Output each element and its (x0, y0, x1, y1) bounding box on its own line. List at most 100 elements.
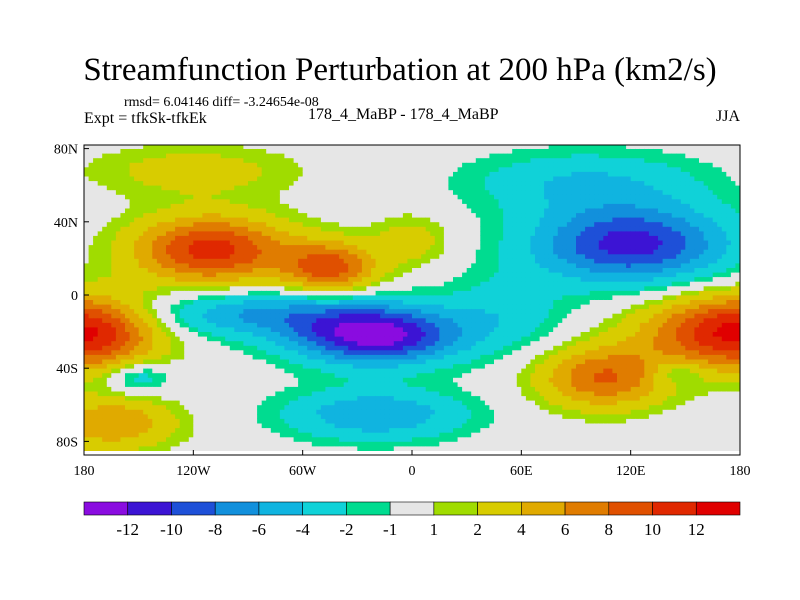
contour-cell (179, 217, 185, 223)
contour-cell (202, 418, 208, 424)
contour-cell (279, 322, 285, 328)
contour-cell (371, 194, 376, 200)
contour-cell (156, 253, 162, 259)
contour-cell (320, 217, 326, 223)
contour-cell (234, 345, 240, 351)
contour-cell (293, 359, 299, 365)
contour-cell (302, 295, 308, 300)
contour-cell (238, 427, 244, 433)
contour-cell (293, 409, 299, 415)
contour-cell (197, 372, 203, 378)
contour-cell (102, 249, 108, 255)
contour-cell (261, 240, 267, 246)
contour-cell (380, 446, 386, 451)
contour-cell (398, 304, 404, 310)
contour-cell (252, 185, 258, 191)
contour-cell (316, 413, 322, 419)
contour-cell (248, 409, 253, 415)
contour-cell (125, 299, 130, 305)
contour-cell (293, 340, 299, 346)
contour-cell (361, 258, 367, 264)
contour-cell (88, 189, 94, 195)
contour-cell (225, 253, 231, 259)
contour-cell (134, 418, 140, 424)
contour-cell (375, 153, 381, 159)
contour-cell (211, 208, 217, 214)
contour-cell (302, 226, 308, 232)
contour-cell (243, 290, 249, 296)
contour-cell (348, 230, 354, 236)
contour-cell (343, 153, 349, 159)
contour-cell (248, 345, 253, 351)
contour-cell (416, 145, 422, 149)
contour-cell (384, 189, 390, 195)
contour-cell (375, 240, 381, 246)
contour-cell (238, 413, 244, 419)
contour-cell (361, 336, 367, 342)
contour-cell (170, 253, 176, 259)
contour-cell (311, 189, 317, 195)
contour-cell (229, 244, 235, 250)
contour-cell (166, 423, 171, 429)
contour-cell (330, 354, 335, 360)
contour-cell (161, 432, 167, 438)
contour-cell (175, 145, 181, 149)
contour-cell (343, 432, 349, 438)
contour-cell (366, 381, 372, 387)
contour-cell (320, 285, 326, 291)
contour-cell (402, 372, 408, 378)
contour-cell (197, 235, 203, 241)
contour-cell (325, 157, 331, 163)
contour-cell (175, 263, 181, 268)
contour-cell (352, 340, 358, 346)
contour-cell (266, 253, 272, 259)
contour-cell (389, 263, 395, 268)
contour-cell (229, 166, 235, 172)
contour-cell (188, 299, 194, 305)
contour-cell (225, 340, 231, 346)
contour-cell (325, 336, 331, 342)
contour-cell (266, 340, 272, 346)
contour-cell (88, 404, 94, 410)
contour-cell (184, 189, 190, 195)
contour-cell (407, 340, 413, 346)
contour-cell (229, 427, 235, 433)
contour-cell (120, 317, 126, 323)
contour-cell (316, 345, 322, 351)
contour-cell (143, 299, 149, 305)
contour-cell (325, 176, 331, 182)
contour-cell (375, 285, 381, 291)
contour-cell (352, 244, 358, 250)
contour-cell (207, 162, 212, 168)
contour-cell (88, 276, 94, 282)
contour-cell (261, 208, 267, 214)
contour-cell (375, 441, 381, 447)
contour-cell (161, 166, 167, 172)
contour-cell (407, 148, 413, 154)
contour-cell (111, 336, 117, 342)
contour-cell (134, 203, 140, 209)
contour-cell (193, 145, 199, 149)
contour-cell (211, 148, 217, 154)
contour-cell (302, 217, 308, 223)
contour-cell (357, 436, 363, 442)
contour-cell (380, 304, 386, 310)
contour-cell (134, 427, 140, 433)
contour-cell (216, 331, 222, 337)
contour-cell (320, 212, 326, 218)
contour-cell (243, 180, 249, 186)
contour-cell (184, 198, 190, 204)
contour-cell (166, 413, 171, 419)
contour-cell (293, 276, 299, 282)
contour-cell (302, 272, 308, 278)
contour-cell (193, 363, 199, 369)
contour-cell (211, 258, 217, 264)
contour-cell (143, 363, 149, 369)
contour-cell (143, 317, 149, 323)
contour-cell (270, 276, 276, 282)
contour-cell (84, 336, 89, 342)
contour-cell (106, 226, 112, 232)
contour-cell (147, 253, 153, 259)
contour-cell (97, 409, 103, 415)
contour-cell (257, 203, 263, 209)
